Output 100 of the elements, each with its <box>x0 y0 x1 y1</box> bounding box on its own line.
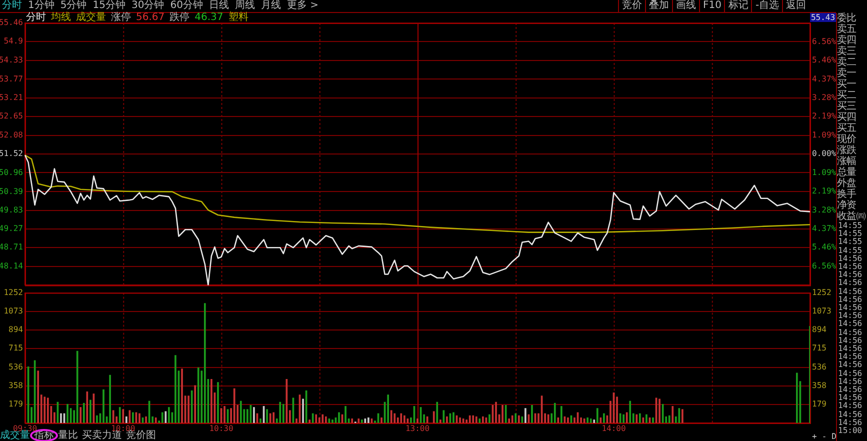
y2-tick-label: 894 <box>812 325 827 334</box>
y2-tick-label: 1252 <box>812 288 832 297</box>
text: 买二 <box>837 90 858 101</box>
y2-tick-label: 3.28% <box>812 92 836 102</box>
text: 14:56 <box>837 418 864 427</box>
text: 15分钟 <box>92 0 126 12</box>
text: 卖二 <box>837 57 858 68</box>
annotation: 56.67 <box>136 12 165 23</box>
y2-tick-label: 358 <box>812 380 827 390</box>
annotation: 塑料 <box>228 12 248 23</box>
text: 14:56 <box>837 311 864 320</box>
text: 14:56 <box>837 385 864 394</box>
text: 14:56 <box>837 360 864 370</box>
text: 买三 <box>837 101 858 112</box>
text: 14:56 <box>837 410 864 419</box>
text: 画线 <box>672 0 699 12</box>
annotation: 46.37 <box>194 12 224 23</box>
y2-tick-label: 5.46% <box>812 242 836 252</box>
annotation: 涨停 <box>111 12 131 23</box>
x-tick-label: 09:30 <box>12 424 38 433</box>
text: D <box>832 432 836 441</box>
y-tick-label: 54.9 <box>4 36 24 46</box>
y-tick-label: 715 <box>8 344 24 353</box>
text: 周线 <box>234 0 255 12</box>
text: 分时 <box>26 12 46 23</box>
text: 30分钟 <box>131 0 164 12</box>
text: 14:56 <box>837 368 864 378</box>
y2-tick-label: 536 <box>812 362 827 372</box>
text: -自选 <box>751 0 782 12</box>
y-tick-label: 1252 <box>4 288 24 297</box>
annotation: 跌停 <box>170 12 190 23</box>
text: 14:56 <box>837 344 864 354</box>
text: 14:56 <box>837 401 864 411</box>
text: 买四 <box>837 112 858 123</box>
y2-tick-label: 6.56% <box>812 36 836 46</box>
y-tick-label: 358 <box>8 380 24 390</box>
text: 叠加 <box>645 0 672 12</box>
text: 卖三 <box>837 46 858 57</box>
text: 成交量 <box>0 430 30 441</box>
text: 更多 > <box>286 0 319 12</box>
text: 净资 <box>837 200 858 211</box>
text: 60分钟 <box>170 0 203 12</box>
text: 5分钟 <box>60 0 87 12</box>
text: 14:56 <box>837 336 864 345</box>
text: 卖一 <box>837 68 858 79</box>
y2-tick-label: 0.00% <box>812 149 836 158</box>
text: 日线 <box>208 0 229 12</box>
y-tick-label: 536 <box>8 362 24 372</box>
text: 换手 <box>837 189 858 200</box>
text: 14:56 <box>837 262 864 272</box>
text: 卖四 <box>837 35 858 46</box>
text: 14:55 <box>837 237 864 247</box>
x-tick-label: 13:00 <box>405 424 430 433</box>
y2-tick-label: 2.19% <box>812 186 836 196</box>
text: 14:56 <box>837 294 864 304</box>
text: 14:56 <box>837 352 864 362</box>
y2-tick-label: 179 <box>812 399 827 408</box>
text: 量比 <box>58 430 78 441</box>
text: 标记 <box>724 0 752 12</box>
x-tick-label: 10:30 <box>209 424 234 433</box>
text: 14:56 <box>837 393 864 402</box>
y2-tick-label: 1073 <box>812 306 832 316</box>
y2-tick-label: 3.28% <box>812 205 836 214</box>
y2-tick-label: 4.37% <box>812 74 836 84</box>
text: 14:56 <box>837 328 864 337</box>
text: 月线 <box>260 0 281 12</box>
text: 外盘 <box>837 178 858 189</box>
text: 收益㈣ <box>837 211 867 222</box>
text: 14:55 <box>837 229 864 238</box>
text: 买卖力道 <box>82 430 122 441</box>
text: 14:56 <box>837 319 864 329</box>
text: - <box>822 432 827 441</box>
x-tick-label: 14:00 <box>602 424 626 433</box>
y-tick-label: 179 <box>8 399 24 408</box>
text: 总量 <box>837 167 858 178</box>
text: 14:56 <box>837 270 864 280</box>
x-tick-label: 10:00 <box>111 424 136 433</box>
text: 14:56 <box>837 254 864 263</box>
text: 14:56 <box>837 303 864 312</box>
text: 返回 <box>782 0 810 12</box>
text: 14:55 <box>837 221 864 230</box>
text: 15:00 <box>837 426 864 436</box>
text: + <box>812 432 817 441</box>
text: F10 <box>699 0 724 12</box>
y2-tick-label: 2.19% <box>812 112 836 121</box>
y2-tick-label: 4.37% <box>812 224 836 234</box>
text: 买五 <box>837 123 858 134</box>
text: 14:56 <box>837 286 864 296</box>
text: 均线 <box>51 12 71 23</box>
annotation: 成交量 <box>76 12 106 23</box>
text: 14:55 <box>837 246 864 255</box>
y-tick-label: 1073 <box>4 306 24 316</box>
text: 1分钟 <box>28 0 54 12</box>
text: 涨幅 <box>837 156 858 167</box>
text: 55.43 <box>810 13 836 22</box>
text: 分时 <box>2 0 22 12</box>
y-tick-label: 894 <box>8 325 24 334</box>
text: 委比 <box>837 13 858 24</box>
text: 14:56 <box>837 376 864 386</box>
y2-tick-label: 5.46% <box>812 56 836 65</box>
